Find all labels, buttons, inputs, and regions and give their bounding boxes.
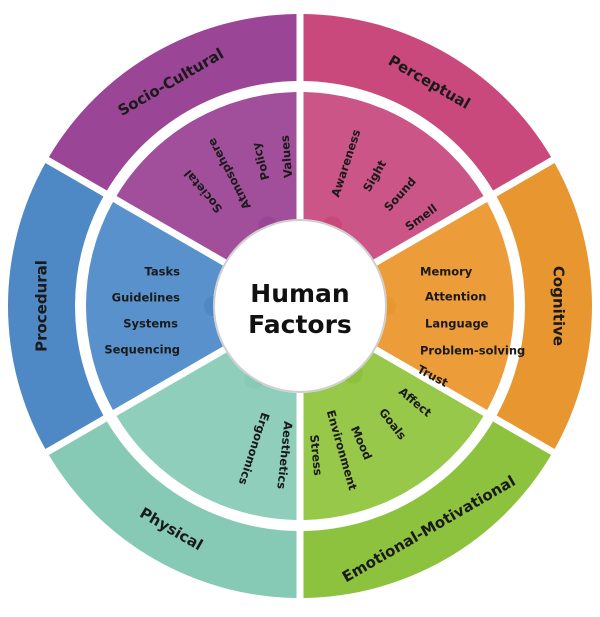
center-title-line1: Human bbox=[250, 279, 349, 308]
inner-segment-emotional-motivational bbox=[303, 352, 484, 520]
segment-label-procedural: Procedural bbox=[33, 260, 51, 352]
item-procedural-1: Tasks bbox=[145, 265, 181, 279]
outer-segment-cognitive bbox=[496, 163, 592, 449]
center-circle bbox=[213, 219, 387, 393]
item-procedural-2: Guidelines bbox=[112, 291, 180, 305]
item-procedural-3: Systems bbox=[123, 317, 178, 331]
item-cognitive-1: Memory bbox=[420, 265, 473, 279]
outer-segment-procedural bbox=[7, 163, 104, 449]
center-title-line2: Factors bbox=[248, 310, 352, 339]
outer-ring bbox=[7, 14, 592, 598]
outer-segment-socio-cultural bbox=[48, 14, 297, 191]
inner-segment-physical bbox=[116, 352, 297, 520]
item-procedural-4: Sequencing bbox=[104, 343, 180, 357]
inner-ring bbox=[85, 92, 514, 520]
item-cognitive-4: Problem-solving bbox=[420, 344, 525, 358]
inner-segment-perceptual bbox=[303, 92, 484, 260]
item-physical-3: Stress bbox=[307, 434, 325, 476]
item-cognitive-3: Language bbox=[425, 317, 489, 331]
item-socio-cultural-1: Values bbox=[278, 135, 296, 179]
outer-segment-emotional-motivational bbox=[303, 421, 552, 598]
item-cognitive-2: Attention bbox=[425, 290, 486, 304]
outer-segment-physical bbox=[48, 421, 297, 598]
center-hub: Human Factors bbox=[213, 219, 387, 393]
inner-segment-procedural bbox=[85, 202, 223, 410]
segment-label-cognitive: Cognitive bbox=[550, 266, 568, 346]
inner-segment-cognitive bbox=[377, 202, 514, 410]
outer-segment-perceptual bbox=[303, 14, 552, 191]
inner-segment-socio-cultural bbox=[116, 92, 297, 260]
